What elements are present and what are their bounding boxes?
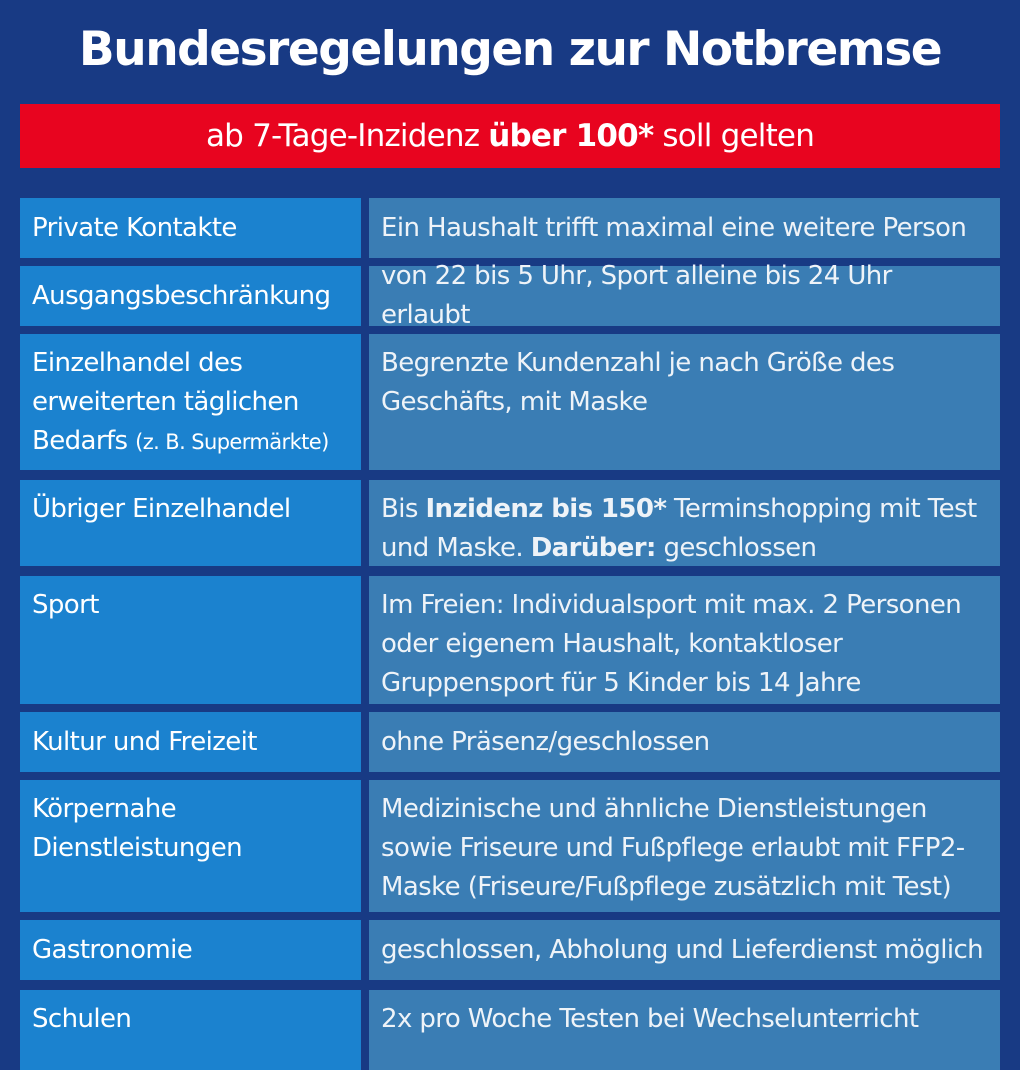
row-label: Körpernahe Dienstleistungen — [20, 780, 361, 912]
row-label: Kultur und Freizeit — [20, 712, 361, 772]
banner-text-end: soll gelten — [653, 118, 815, 154]
value-part-bold: Darüber: — [530, 533, 657, 563]
banner-threshold: über 100* — [488, 118, 654, 154]
table-row: Private Kontakte Ein Haushalt trifft max… — [20, 198, 1000, 258]
table-row: Schulen 2x pro Woche Testen bei Wechselu… — [20, 990, 1000, 1070]
row-label-cell: Einzelhandel des erweiterten täglichen B… — [20, 334, 361, 470]
incidence-banner: ab 7-Tage-Inzidenz über 100* soll gelten — [20, 104, 1000, 168]
table-row: Gastronomie geschlossen, Abholung und Li… — [20, 920, 1000, 980]
table-row: Sport Im Freien: Individualsport mit max… — [20, 576, 1000, 704]
row-value: von 22 bis 5 Uhr, Sport alleine bis 24 U… — [369, 261, 1000, 330]
row-value: Im Freien: Individualsport mit max. 2 Pe… — [369, 576, 1000, 704]
table-row: Körpernahe Dienstleistungen Medizinische… — [20, 780, 1000, 912]
value-part-bold: Inzidenz bis 150* — [425, 494, 667, 524]
row-value-cell: Bis Inzidenz bis 150* Terminshopping mit… — [369, 480, 1000, 566]
value-part: Terminshopping mit Test und Maske. — [381, 494, 977, 563]
row-value: ohne Präsenz/geschlossen — [369, 712, 1000, 772]
row-value: 2x pro Woche Testen bei Wechselunterrich… — [369, 990, 1000, 1070]
row-label: Ausgangsbeschränkung — [20, 266, 361, 326]
row-label: Übriger Einzelhandel — [20, 480, 361, 566]
row-label-note: (z. B. Supermärkte) — [135, 430, 329, 454]
page-title: Bundesregelungen zur Notbremse — [78, 22, 943, 77]
row-label: Sport — [20, 576, 361, 704]
banner-text: ab 7-Tage-Inzidenz — [205, 118, 489, 154]
value-part: geschlossen — [655, 533, 817, 563]
table-row: Übriger Einzelhandel Bis Inzidenz bis 15… — [20, 480, 1000, 566]
table-row: Einzelhandel des erweiterten täglichen B… — [20, 334, 1000, 470]
row-value: Ein Haushalt trifft maximal eine weitere… — [369, 198, 1000, 258]
row-label: Private Kontakte — [20, 198, 361, 258]
row-label: Schulen — [20, 990, 361, 1070]
table-row: Ausgangsbeschränkung von 22 bis 5 Uhr, S… — [20, 261, 1000, 330]
row-value: geschlossen, Abholung und Lieferdienst m… — [369, 920, 1000, 980]
row-label: Gastronomie — [20, 920, 361, 980]
row-label: Einzelhandel des erweiterten täglichen B… — [32, 348, 299, 456]
table-row: Kultur und Freizeit ohne Präsenz/geschlo… — [20, 712, 1000, 772]
value-part: Bis — [381, 494, 426, 524]
row-value: Medizinische und ähnliche Dienstleistung… — [369, 780, 1000, 912]
row-value: Begrenzte Kundenzahl je nach Größe des G… — [369, 334, 1000, 470]
